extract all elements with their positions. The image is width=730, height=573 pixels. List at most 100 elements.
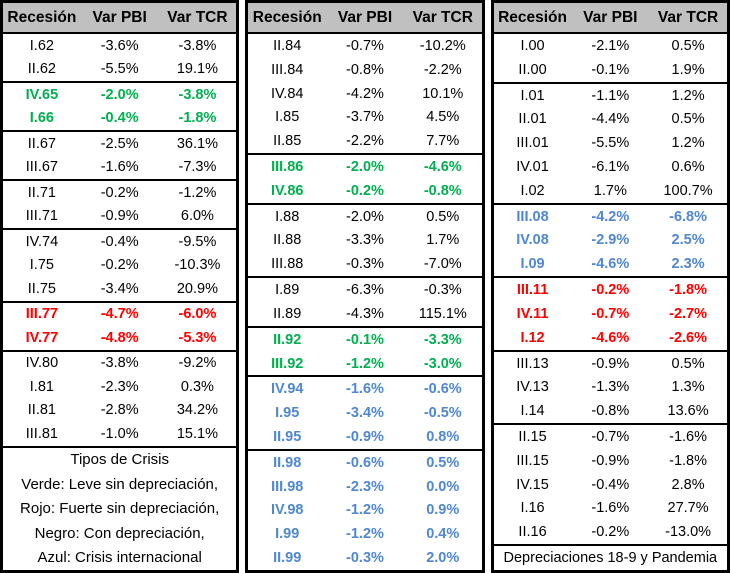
column-header-var-pbi: Var PBI [337,8,393,26]
cell-var-tcr: 19.1% [176,61,218,78]
table-row: IV.65 -2.0% -3.8% [3,83,236,107]
table-row: III.13 -0.9% 0.5% [494,352,727,376]
cell-var-tcr: -1.8% [178,110,217,127]
recession-group-verde: II.92 -0.1% -3.3% III.92 -1.2% -3.0% [248,328,482,378]
table-row: III.01 -5.5% 1.2% [494,131,727,155]
cell-var-pbi: -2.0% [346,159,384,175]
table-row: I.66 -0.4% -1.8% [3,107,236,131]
cell-var-tcr: -10.3% [174,257,221,274]
cell-var-tcr: 2.3% [671,256,705,273]
cell-var-pbi: -0.9% [591,452,630,469]
table-row: I.89 -6.3% -0.3% [248,278,481,302]
recession-group-rojo: III.77 -4.7% -6.0% IV.77 -4.8% -5.3% [3,303,237,352]
cell-var-pbi: -2.9% [591,232,630,249]
cell-var-tcr: 0.4% [426,526,460,543]
cell-var-tcr: -7.0% [423,256,462,273]
cell-var-tcr: 0.0% [426,478,460,495]
cell-recession: III.98 [271,478,304,495]
cell-var-tcr: -13.0% [665,524,712,541]
legend-title: Tipos de Crisis [70,451,169,469]
cell-recession: II.16 [518,524,547,541]
recession-group-negro: III.13 -0.9% 0.5% IV.13 -1.3% 1.3% I.14 -0.8% 13… [493,352,727,426]
cell-var-pbi: -4.3% [346,305,384,322]
cell-recession: II.15 [518,429,547,445]
recession-group-negro: II.67 -2.5% 36.1% III.67 -1.6% -7.3% [3,132,237,181]
cell-var-pbi: -1.1% [591,87,630,104]
cell-var-pbi: -0.6% [346,454,384,471]
cell-var-tcr: 36.1% [176,135,218,152]
cell-recession: III.92 [271,355,304,372]
cell-var-pbi: -4.2% [346,85,384,102]
cell-recession: I.88 [275,208,300,225]
table-row: II.95 -0.9% 0.8% [248,425,481,449]
table-row: III.86 -2.0% -4.6% [248,155,481,179]
cell-var-tcr: 13.6% [667,403,709,420]
table-row: IV.80 -3.8% -9.2% [3,352,236,376]
table-row: II.75 -3.4% 20.9% [3,277,236,301]
cell-recession: IV.13 [516,379,549,396]
cell-var-tcr: -1.8% [669,452,708,469]
legend-line-azul: Azul: Crisis internacional [37,549,202,567]
cell-var-tcr: -1.2% [178,184,217,201]
table-row: II.16 -0.2% -13.0% [494,520,727,544]
cell-var-pbi: -0.2% [100,257,139,274]
legend-line-rojo: Rojo: Fuerte sin depreciación, [20,500,220,518]
cell-var-pbi: -1.2% [346,355,384,372]
cell-recession: III.08 [516,208,549,225]
column-header-var-tcr: Var TCR [167,8,228,26]
cell-var-tcr: 4.5% [426,109,460,126]
cell-var-tcr: 2.8% [671,476,705,493]
table-row: III.88 -0.3% -7.0% [248,252,481,276]
cell-recession: III.86 [271,159,304,175]
cell-var-pbi: -0.4% [591,476,630,493]
cell-recession: I.14 [520,403,545,420]
column-header-var-pbi: Var PBI [583,8,638,26]
recession-group-negro: II.15 -0.7% -1.6% III.15 -0.9% -1.8% IV.15 -0.4… [493,425,727,547]
cell-recession: IV.08 [516,232,549,249]
cell-var-pbi: -0.9% [100,208,139,225]
cell-var-tcr: 0.5% [671,355,705,372]
cell-recession: III.01 [516,135,549,152]
cell-recession: II.81 [27,402,56,419]
table-row: III.15 -0.9% -1.8% [494,449,727,473]
cell-var-pbi: -3.3% [346,232,384,249]
cell-recession: IV.11 [516,305,549,322]
cell-recession: I.01 [520,87,545,104]
cell-recession: II.67 [27,135,56,152]
cell-var-tcr: -0.5% [423,405,462,422]
table-row: III.11 -0.2% -1.8% [494,278,727,302]
table-row: II.92 -0.1% -3.3% [248,328,481,352]
cell-recession: I.95 [275,405,300,422]
cell-recession: III.77 [25,306,58,323]
cell-recession: I.62 [29,37,54,54]
cell-recession: II.62 [27,61,56,78]
cell-var-tcr: 0.9% [426,502,460,519]
cell-var-tcr: -7.3% [178,159,217,176]
cell-var-pbi: -4.4% [591,111,630,128]
cell-recession: II.98 [273,454,302,471]
legend-line-negro: Negro: Con depreciación, [34,524,205,542]
cell-recession: IV.94 [270,381,304,398]
cell-recession: IV.86 [270,182,304,199]
cell-recession: I.85 [275,109,300,126]
cell-recession: III.81 [25,425,58,442]
table-row: II.71 -0.2% -1.2% [3,181,236,205]
panel-2-body: II.84 -0.7% -10.2% III.84 -0.8% -2.2% IV.84 -4.… [248,34,482,570]
table-row: II.67 -2.5% 36.1% [3,132,236,156]
cell-var-pbi: -0.4% [100,233,139,250]
cell-var-pbi: -4.7% [100,306,139,323]
cell-var-pbi: -4.6% [591,256,630,273]
cell-var-pbi: -0.2% [346,182,384,199]
table-row: IV.15 -0.4% 2.8% [494,473,727,497]
column-header-recesion: Recesión [7,8,77,26]
cell-var-tcr: 0.6% [671,158,705,175]
table-row: III.81 -1.0% 15.1% [3,422,236,446]
cell-var-pbi: -2.0% [346,208,384,225]
table-row: III.77 -4.7% -6.0% [3,303,236,327]
cell-recession: II.92 [273,331,302,348]
table-row: III.08 -4.2% -6.8% [494,205,727,229]
table-row: I.88 -2.0% 0.5% [248,205,481,229]
column-header-recesion: Recesión [498,8,567,26]
table-row: II.00 -0.1% 1.9% [494,58,727,82]
